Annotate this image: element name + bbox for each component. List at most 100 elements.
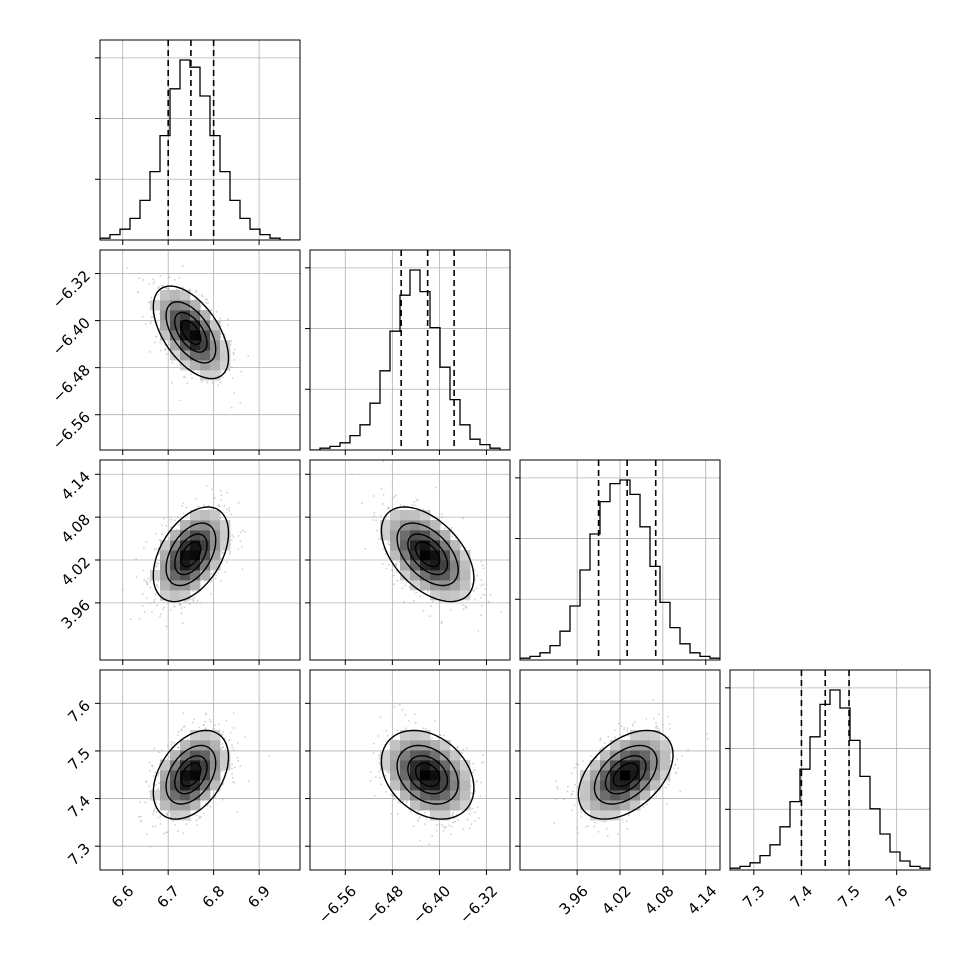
- sample-point: [369, 779, 372, 782]
- density-cell: [170, 770, 181, 781]
- contours: [380, 506, 475, 603]
- sample-point: [165, 287, 168, 290]
- density-cell: [440, 540, 451, 551]
- sample-point: [201, 380, 203, 383]
- sample-point: [225, 508, 228, 511]
- sample-point: [480, 560, 482, 563]
- sample-point: [145, 580, 147, 583]
- density-cell: [160, 580, 171, 591]
- sample-point: [182, 832, 185, 835]
- sample-point: [473, 811, 476, 814]
- sample-point: [157, 559, 160, 562]
- density-cell: [380, 530, 391, 541]
- sample-point: [240, 545, 243, 548]
- y-tick-label: −6.48: [49, 361, 94, 406]
- sample-point: [151, 610, 153, 613]
- sample-point: [379, 515, 382, 517]
- sample-point: [200, 816, 203, 819]
- sample-point: [206, 381, 209, 384]
- sample-point: [373, 794, 376, 797]
- sample-point: [388, 772, 390, 774]
- density-cell: [400, 730, 411, 741]
- sample-point: [198, 816, 201, 818]
- sample-point: [207, 302, 210, 304]
- density-cell: [450, 780, 461, 791]
- sample-point: [210, 572, 213, 575]
- sample-point: [173, 741, 176, 744]
- sample-point: [183, 375, 185, 378]
- sample-point: [180, 607, 183, 609]
- sample-point: [221, 552, 223, 554]
- density-cell: [180, 760, 191, 771]
- sample-point: [195, 819, 198, 822]
- histogram-step: [100, 59, 300, 240]
- sample-point: [236, 811, 239, 814]
- sample-point: [231, 773, 234, 776]
- density-cell: [460, 760, 471, 771]
- density-cell: [200, 340, 211, 351]
- density-cell: [380, 520, 391, 531]
- contours: [152, 285, 230, 380]
- contour-line: [152, 285, 230, 380]
- density-cell: [430, 740, 441, 751]
- sample-point: [470, 823, 473, 826]
- sample-point: [161, 533, 163, 536]
- sample-point: [139, 815, 142, 818]
- density-cell: [430, 810, 441, 821]
- sample-point: [149, 322, 152, 325]
- sample-point: [158, 782, 160, 785]
- density-cell: [410, 730, 421, 741]
- sample-point: [230, 539, 233, 541]
- sample-point: [214, 496, 217, 499]
- sample-point: [184, 376, 187, 379]
- density-cell: [190, 560, 201, 571]
- sample-point: [214, 724, 217, 726]
- sample-point: [192, 590, 195, 592]
- sample-point: [422, 727, 425, 729]
- grid: [310, 250, 510, 450]
- sample-point: [202, 724, 205, 727]
- sample-point: [195, 497, 198, 500]
- sample-point: [146, 581, 148, 584]
- sample-point: [391, 569, 394, 572]
- sample-point: [148, 283, 151, 286]
- sample-point: [220, 499, 223, 501]
- density-cell: [390, 750, 401, 761]
- sample-point: [157, 788, 159, 791]
- sample-point: [378, 757, 381, 760]
- sample-point: [223, 504, 226, 507]
- sample-point: [153, 548, 156, 551]
- density-cell: [170, 790, 181, 801]
- sample-point: [204, 720, 207, 723]
- density-cell: [210, 560, 221, 571]
- sample-point: [474, 790, 476, 792]
- sample-point: [155, 335, 158, 338]
- sample-point: [149, 586, 152, 589]
- sample-point: [209, 805, 212, 808]
- density-cells: [150, 730, 231, 821]
- density-cell: [410, 800, 421, 811]
- density-cell: [390, 780, 401, 791]
- sample-point: [440, 823, 443, 826]
- sample-point: [404, 584, 406, 587]
- sample-point: [220, 579, 223, 582]
- sample-point: [174, 824, 177, 826]
- sample-point: [170, 526, 173, 529]
- density-cell: [390, 520, 401, 531]
- sample-point: [197, 817, 200, 820]
- sample-point: [443, 734, 445, 737]
- sample-point: [185, 823, 188, 825]
- density-cell: [430, 750, 441, 761]
- sample-point: [466, 747, 469, 750]
- sample-point: [480, 584, 483, 587]
- sample-point: [159, 823, 162, 825]
- sample-point: [226, 561, 229, 563]
- density-cell: [200, 790, 211, 801]
- sample-point: [171, 361, 174, 364]
- sample-point: [364, 547, 367, 550]
- density-cell: [170, 530, 181, 541]
- sample-point: [148, 351, 151, 353]
- sample-point: [405, 581, 408, 584]
- density-cell: [460, 790, 471, 801]
- sample-point: [196, 814, 198, 817]
